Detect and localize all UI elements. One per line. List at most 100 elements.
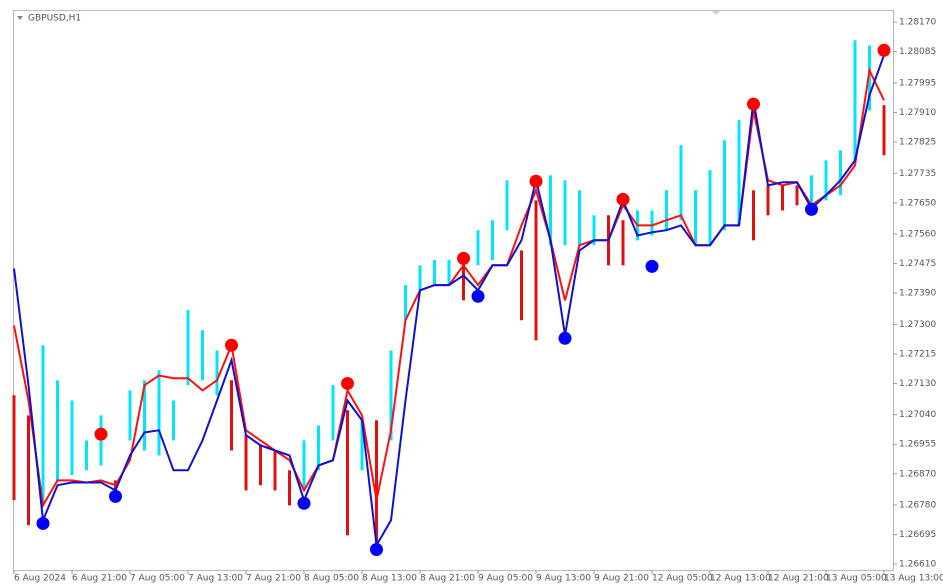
histogram-bar [128, 390, 132, 441]
histogram-bar [404, 285, 407, 321]
chart-title: GBPUSD,H1 [28, 14, 81, 24]
histogram-bar [288, 470, 291, 506]
y-tick-label: 1.27130 [899, 379, 936, 389]
signal-dot [471, 289, 485, 303]
histogram-bar [766, 185, 770, 216]
y-tick-label: 1.27735 [899, 169, 936, 179]
histogram-bar [781, 185, 784, 211]
y-tick-label: 1.28170 [899, 18, 936, 28]
histogram-bar [346, 410, 349, 536]
histogram-bar [795, 185, 799, 206]
histogram-bar [215, 350, 219, 396]
y-tick-label: 1.27910 [899, 108, 936, 118]
histogram-bar [549, 175, 552, 246]
histogram-bar [520, 250, 523, 321]
x-tick-label: 7 Aug 21:00 [246, 574, 301, 584]
signal-dot [877, 43, 891, 57]
signal-dot [558, 331, 572, 345]
indicator-line [13, 54, 885, 549]
x-tick-label: 6 Aug 2024 [14, 574, 66, 584]
x-tick-label: 9 Aug 05:00 [478, 574, 533, 584]
y-tick-label: 1.27995 [899, 78, 936, 88]
x-tick-label: 8 Aug 13:00 [362, 574, 417, 584]
histogram-bar [708, 170, 712, 246]
histogram-bar [70, 400, 74, 476]
x-tick-label: 7 Aug 13:00 [188, 574, 243, 584]
x-tick-label: 7 Aug 05:00 [130, 574, 185, 584]
histogram-bar [143, 380, 146, 451]
signal-dot [36, 516, 50, 530]
histogram-bar [650, 210, 654, 236]
x-tick-label: 9 Aug 21:00 [594, 574, 649, 584]
histogram-bar [12, 395, 16, 501]
shift-marker [712, 11, 720, 15]
histogram-bar [157, 370, 161, 456]
signal-dot [457, 251, 470, 265]
histogram-bar [563, 180, 567, 246]
histogram-bar [85, 440, 88, 471]
x-tick-label: 12 Aug 13:00 [710, 574, 771, 584]
histogram-bar [737, 120, 741, 226]
histogram-bar [172, 400, 175, 441]
histogram-bar [375, 420, 378, 551]
histogram-bar [433, 260, 436, 286]
x-tick-label: 13 Aug 05:00 [826, 574, 887, 584]
histogram-bar [665, 190, 668, 231]
y-tick-label: 1.26695 [899, 530, 936, 540]
histogram-bar [810, 175, 813, 211]
y-tick-label: 1.27040 [899, 410, 936, 420]
y-tick-label: 1.26610 [899, 560, 936, 570]
histogram-bar [839, 150, 842, 196]
signal-dot [805, 202, 818, 216]
histogram-bar [418, 265, 422, 291]
y-tick-label: 1.27300 [899, 320, 936, 330]
y-tick-label: 1.26955 [899, 440, 936, 450]
histogram-bar [853, 40, 857, 161]
y-tick-label: 1.27475 [899, 259, 936, 269]
histogram-bar [476, 230, 480, 266]
signal-dot [341, 376, 354, 390]
signal-dot [370, 543, 383, 557]
y-tick-label: 1.27560 [899, 230, 936, 240]
y-tick-label: 1.27390 [899, 289, 936, 299]
signal-dot [529, 174, 543, 188]
histogram-bar [621, 220, 625, 266]
x-tick-label: 12 Aug 05:00 [652, 574, 713, 584]
histogram-bar [752, 190, 755, 241]
x-tick-label: 12 Aug 21:00 [768, 574, 829, 584]
histogram-bar [694, 190, 697, 246]
histogram-bar [868, 45, 871, 111]
histogram-bar [259, 445, 262, 486]
histogram-bar [360, 420, 364, 471]
histogram-bar [186, 310, 190, 386]
histogram-bar [317, 425, 320, 471]
histogram-bar [27, 415, 30, 526]
y-tick-label: 1.27215 [899, 349, 936, 359]
signal-dot [747, 97, 760, 111]
signal-dot [94, 427, 108, 441]
plot-frame [13, 10, 894, 571]
y-tick-label: 1.27650 [899, 198, 936, 208]
histogram-bar [592, 215, 596, 246]
y-tick-label: 1.27825 [899, 138, 936, 148]
histogram-bar [41, 345, 45, 506]
histogram-bar [244, 435, 248, 491]
histogram-bar [723, 140, 726, 231]
x-tick-label: 6 Aug 21:00 [72, 574, 127, 584]
histogram-bar [505, 180, 509, 231]
y-tick-label: 1.26780 [899, 501, 936, 511]
histogram-bar [578, 190, 581, 246]
y-tick-label: 1.26870 [899, 469, 936, 479]
histogram-bar [273, 450, 277, 491]
histogram-bar [230, 380, 233, 451]
histogram-bar [302, 440, 306, 491]
signal-dot [109, 489, 122, 503]
signal-dot [616, 192, 630, 206]
x-tick-label: 8 Aug 21:00 [420, 574, 475, 584]
histogram-bar [331, 385, 335, 441]
x-tick-label: 13 Aug 13:00 [884, 574, 943, 584]
histogram-bar [447, 260, 451, 286]
x-tick-label: 8 Aug 05:00 [304, 574, 359, 584]
